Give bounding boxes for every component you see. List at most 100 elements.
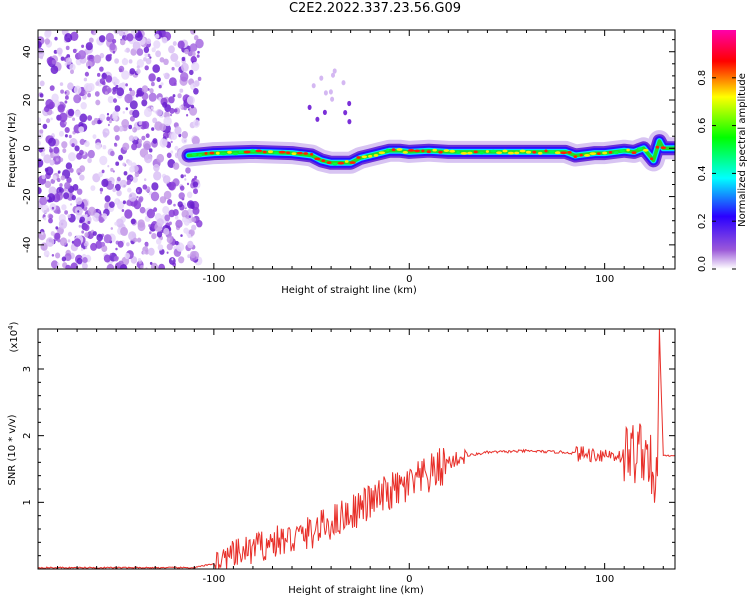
noise-blob <box>129 89 136 97</box>
noise-blob <box>145 133 150 138</box>
noise-blob <box>169 113 173 117</box>
noise-blob <box>106 116 111 121</box>
colorbar-tick-label: 0.8 <box>697 70 708 86</box>
noise-blob <box>101 178 109 188</box>
noise-blob <box>46 57 54 65</box>
noise-blob <box>38 147 43 153</box>
noise-blob <box>195 38 204 49</box>
noise-blob <box>116 201 125 210</box>
noise-blob <box>136 196 139 199</box>
noise-blob <box>189 43 198 52</box>
noise-blob <box>124 252 130 260</box>
noise-blob <box>193 35 199 41</box>
chart-title: C2E2.2022.337.23.56.G09 <box>288 1 462 16</box>
noise-blob <box>153 40 161 49</box>
noise-blob <box>92 231 97 236</box>
noise-blob <box>44 180 52 188</box>
ridge-spot <box>519 149 526 153</box>
noise-blob <box>58 188 62 192</box>
noise-blob <box>93 54 102 64</box>
noise-blob <box>174 145 179 151</box>
noise-blob <box>184 178 187 181</box>
noise-blob <box>59 130 64 137</box>
noise-blob <box>43 250 50 258</box>
noise-blob <box>171 66 175 71</box>
ridge-spot <box>549 150 555 154</box>
noise-blob <box>80 247 84 251</box>
noise-blob <box>136 65 140 69</box>
noise-blob <box>61 204 67 211</box>
top-axes: -100 0 100 -40 -20 0 20 40 <box>22 30 675 285</box>
noise-blob <box>116 87 125 97</box>
noise-blob <box>108 119 112 124</box>
noise-blob <box>107 123 110 127</box>
noise-blob <box>192 206 200 215</box>
noise-blob <box>191 136 200 146</box>
noise-blob <box>74 145 80 152</box>
noise-blob <box>174 60 181 68</box>
noise-blob <box>64 100 68 104</box>
ridge-spot <box>204 152 208 155</box>
noise-blob <box>83 83 92 92</box>
noise-blob <box>56 262 60 266</box>
noise-blob <box>125 107 129 111</box>
noise-blob <box>196 54 200 58</box>
ridge-spot <box>373 154 379 157</box>
ridge-spot <box>344 160 349 163</box>
noise-blob <box>77 50 86 60</box>
noise-blob <box>169 107 175 114</box>
noise-blob <box>76 257 83 265</box>
noise-blob <box>319 75 324 81</box>
noise-blob <box>71 195 77 201</box>
noise-blob <box>48 218 53 224</box>
noise-blob <box>127 187 132 193</box>
noise-blob <box>181 62 189 72</box>
noise-blob <box>51 206 55 210</box>
x-tick-label: -100 <box>203 274 226 285</box>
y-multiplier-base: (x10 <box>9 330 20 353</box>
noise-blob <box>98 171 103 178</box>
noise-blob <box>113 125 120 133</box>
noise-blob <box>115 247 118 251</box>
noise-blob <box>192 178 195 182</box>
noise-blob <box>98 216 105 223</box>
noise-blob <box>85 42 93 51</box>
noise-blob <box>172 209 179 216</box>
ridge-spot <box>649 157 654 161</box>
noise-blob <box>163 190 172 200</box>
noise-blob <box>109 201 115 208</box>
ridge-spot <box>525 150 532 154</box>
noise-blob <box>123 171 128 176</box>
noise-blob <box>120 39 126 46</box>
noise-blob <box>130 218 136 225</box>
noise-blob <box>97 72 101 77</box>
noise-blob <box>113 30 121 35</box>
ridge-spot <box>356 156 361 159</box>
noise-blob <box>197 76 202 81</box>
noise-blob <box>149 231 152 235</box>
noise-blob <box>105 32 114 43</box>
noise-blob <box>190 83 196 90</box>
ridge-spot <box>273 151 279 155</box>
noise-blob <box>193 88 199 95</box>
ridge-spot <box>286 151 291 155</box>
noise-blob <box>159 196 167 204</box>
y-multiplier-label: (x104) <box>7 321 20 352</box>
ridge-spot <box>396 148 403 151</box>
noise-blob <box>141 99 148 107</box>
noise-blob <box>87 115 93 121</box>
noise-blob <box>132 128 135 131</box>
noise-blob <box>79 138 86 145</box>
noise-blob <box>49 146 52 149</box>
y-tick-label: 20 <box>22 94 33 107</box>
noise-blob <box>62 148 67 154</box>
noise-blob <box>130 176 133 180</box>
noise-blob <box>121 70 130 80</box>
ridge-spot <box>537 151 543 155</box>
noise-blob <box>79 174 85 181</box>
noise-blob <box>114 78 120 85</box>
noise-blob <box>118 65 125 73</box>
noise-blob <box>39 196 48 206</box>
noise-blob <box>120 179 127 188</box>
frequency-ridge <box>177 130 675 174</box>
